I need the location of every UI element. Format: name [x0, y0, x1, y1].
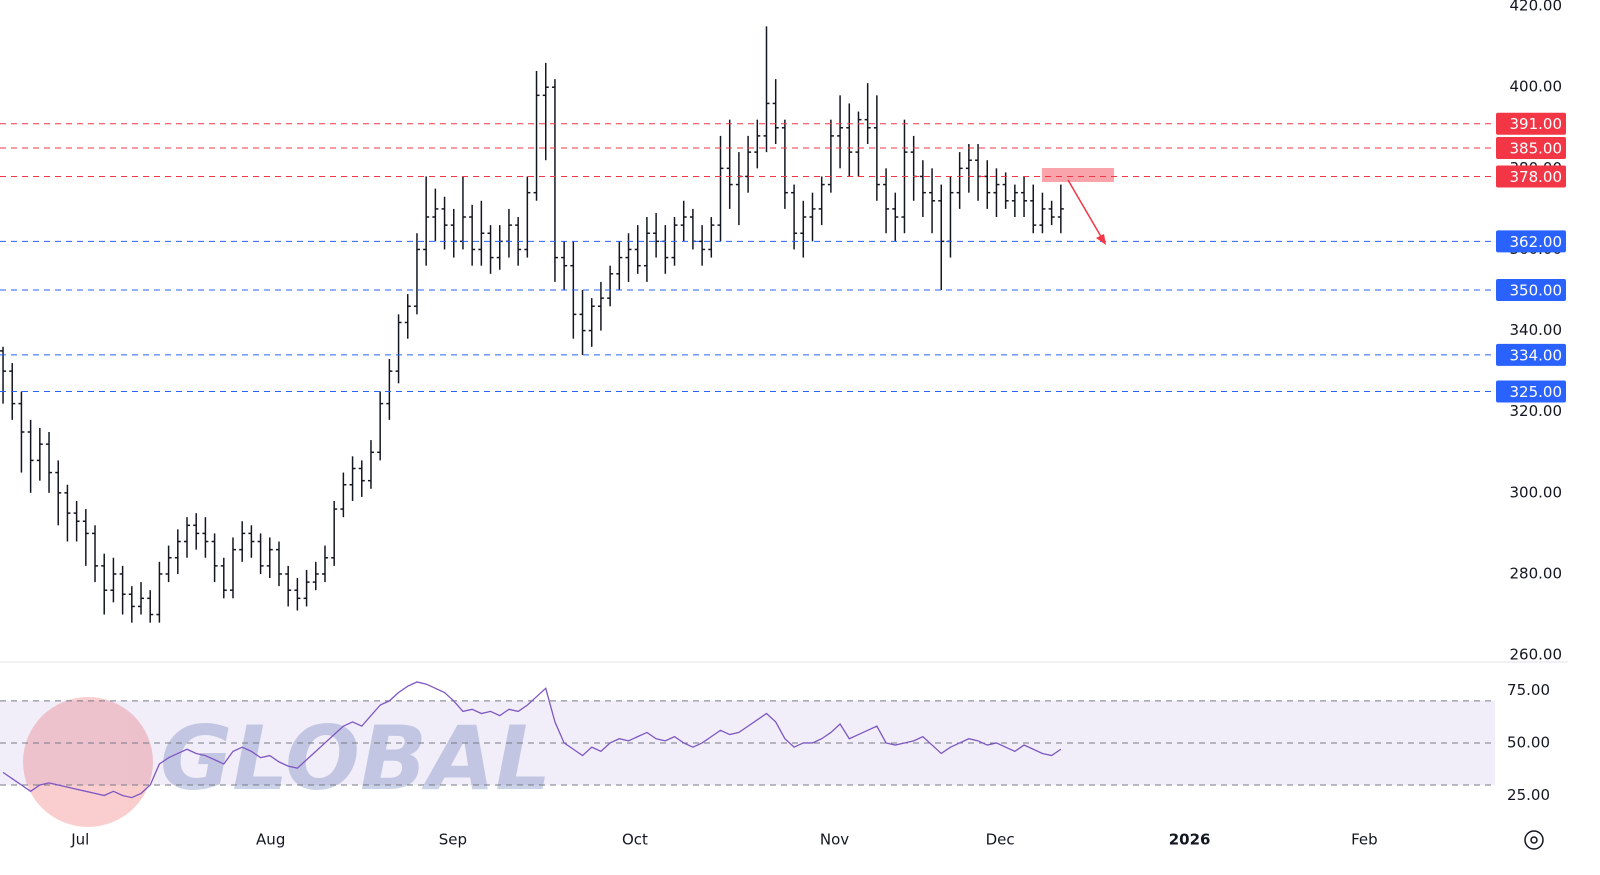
watermark-text: GLOBAL [160, 707, 551, 810]
sell-zone [1042, 168, 1114, 182]
y-tick-label: 75.00 [1507, 681, 1550, 699]
y-tick-label: 340.00 [1510, 321, 1563, 339]
level-label: 334.00 [1510, 346, 1563, 364]
watermark: GLOBAL [23, 697, 551, 827]
level-tag [1496, 137, 1566, 160]
x-tick-label: Oct [622, 831, 648, 849]
x-tick-label: Jul [70, 831, 89, 849]
x-tick-label: Feb [1351, 831, 1378, 849]
x-tick-label: 2026 [1169, 831, 1211, 849]
y-tick-label: 50.00 [1507, 733, 1550, 751]
arrow [1067, 179, 1104, 241]
level-label: 350.00 [1510, 282, 1563, 300]
level-label: 378.00 [1510, 168, 1563, 186]
y-tick-label: 300.00 [1510, 483, 1563, 501]
x-tick-label: Nov [820, 831, 849, 849]
y-tick-label: 260.00 [1510, 646, 1563, 664]
y-tick-label: 320.00 [1510, 402, 1563, 420]
x-tick-label: Aug [256, 831, 285, 849]
y-tick-label: 280.00 [1510, 564, 1563, 582]
x-tick-label: Dec [986, 831, 1015, 849]
settings-icon-core [1530, 836, 1538, 844]
y-tick-label: 420.00 [1510, 0, 1563, 15]
settings-icon[interactable] [1524, 830, 1544, 850]
level-tag [1496, 112, 1566, 135]
level-label: 385.00 [1510, 140, 1563, 158]
y-tick-label: 25.00 [1507, 786, 1550, 804]
x-tick-label: Sep [439, 831, 467, 849]
level-tag [1496, 165, 1566, 188]
annotation [1042, 168, 1114, 245]
level-label: 391.00 [1510, 115, 1563, 133]
level-tag [1496, 230, 1566, 253]
rsi-line [2, 681, 1062, 799]
level-tag [1496, 380, 1566, 403]
y-tick-label: 400.00 [1510, 78, 1563, 96]
arrow-head [1096, 234, 1106, 245]
level-label: 362.00 [1510, 233, 1563, 251]
level-tag [1496, 343, 1566, 366]
level-tag [1496, 279, 1566, 302]
level-label: 325.00 [1510, 383, 1563, 401]
